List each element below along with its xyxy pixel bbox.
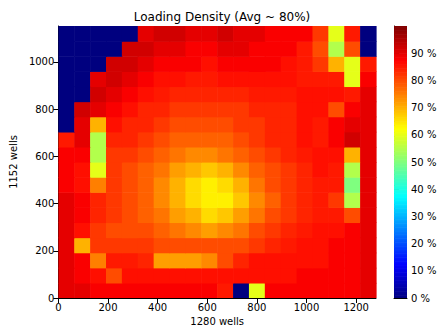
svg-text:60 %: 60 % bbox=[411, 129, 436, 140]
svg-text:600: 600 bbox=[35, 151, 54, 162]
svg-text:800: 800 bbox=[35, 104, 54, 115]
svg-text:Loading Density (Avg ~ 80%): Loading Density (Avg ~ 80%) bbox=[134, 10, 311, 24]
svg-text:70 %: 70 % bbox=[411, 102, 436, 113]
svg-text:0: 0 bbox=[48, 293, 54, 304]
svg-text:30 %: 30 % bbox=[411, 211, 436, 222]
svg-text:200: 200 bbox=[98, 302, 117, 313]
svg-text:50 %: 50 % bbox=[411, 157, 436, 168]
svg-text:0: 0 bbox=[55, 302, 61, 313]
svg-text:1000: 1000 bbox=[29, 56, 54, 67]
svg-text:800: 800 bbox=[247, 302, 266, 313]
svg-text:10 %: 10 % bbox=[411, 265, 436, 276]
svg-text:400: 400 bbox=[148, 302, 167, 313]
svg-text:40 %: 40 % bbox=[411, 184, 436, 195]
svg-text:80 %: 80 % bbox=[411, 75, 436, 86]
svg-text:600: 600 bbox=[198, 302, 217, 313]
svg-text:1000: 1000 bbox=[294, 302, 319, 313]
svg-text:1152 wells: 1152 wells bbox=[8, 135, 19, 189]
svg-text:90 %: 90 % bbox=[411, 48, 436, 59]
svg-text:1280 wells: 1280 wells bbox=[190, 316, 244, 327]
svg-text:200: 200 bbox=[35, 245, 54, 256]
svg-text:1200: 1200 bbox=[343, 302, 368, 313]
svg-text:0 %: 0 % bbox=[411, 293, 430, 304]
svg-text:400: 400 bbox=[35, 198, 54, 209]
svg-text:20 %: 20 % bbox=[411, 238, 436, 249]
